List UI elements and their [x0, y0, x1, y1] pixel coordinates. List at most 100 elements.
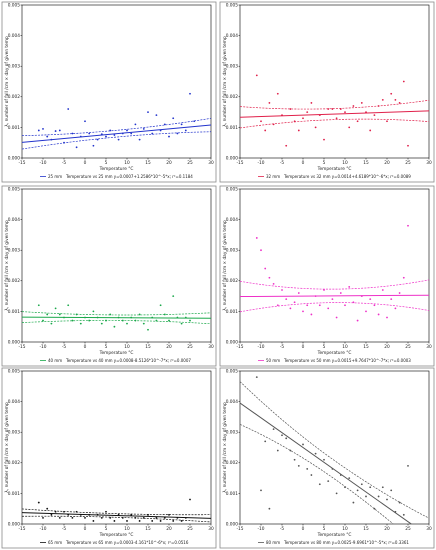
x-tick-label: -15 — [236, 526, 243, 532]
y-tick-label: 0.005 — [226, 2, 239, 8]
data-point — [381, 98, 384, 101]
data-point — [318, 483, 321, 486]
x-tick-label: 0 — [84, 160, 87, 166]
data-point — [394, 307, 397, 310]
data-point — [339, 108, 342, 110]
data-point — [147, 513, 149, 516]
x-axis-title: Temperature °C — [317, 166, 352, 172]
data-point — [92, 310, 95, 313]
x-tick-label: -5 — [280, 344, 285, 350]
data-point — [335, 117, 338, 120]
data-point — [293, 301, 296, 304]
data-point — [100, 133, 103, 136]
data-point — [352, 301, 355, 304]
data-point — [79, 513, 82, 516]
data-point — [310, 474, 313, 476]
data-point — [339, 474, 342, 476]
x-tick-label: 5 — [105, 160, 108, 166]
data-point — [335, 492, 338, 495]
x-tick-label: -5 — [62, 160, 67, 166]
data-point — [138, 520, 141, 522]
data-point — [293, 458, 296, 461]
x-tick-label: 0 — [84, 526, 87, 532]
plot-content — [240, 224, 429, 322]
regression-line — [240, 294, 429, 298]
data-point — [84, 516, 86, 519]
data-point — [297, 292, 300, 294]
x-tick-label: 10 — [342, 160, 348, 166]
legend-series-label: 25 mm — [48, 174, 62, 179]
data-point — [293, 120, 296, 123]
x-tick-label: 25 — [187, 526, 193, 532]
data-point — [407, 224, 409, 227]
y-tick-label: 0.000 — [226, 521, 239, 527]
y-tick-label: 0.003 — [8, 248, 21, 254]
y-tick-label: 0.002 — [8, 278, 21, 284]
data-point — [386, 120, 388, 123]
data-point — [352, 501, 355, 504]
data-point — [151, 132, 154, 135]
data-point — [272, 282, 275, 285]
data-point — [318, 114, 321, 117]
data-point — [356, 120, 359, 123]
data-point — [172, 117, 175, 120]
data-point — [155, 516, 158, 519]
data-point — [130, 513, 133, 516]
x-tick-label: 10 — [342, 344, 348, 350]
data-point — [130, 132, 133, 135]
x-tick-label: -15 — [18, 344, 25, 350]
x-tick-label: 30 — [208, 344, 214, 350]
data-point — [360, 483, 363, 486]
y-tick-label: 0.004 — [8, 33, 21, 39]
data-point — [314, 126, 317, 129]
data-point — [67, 108, 70, 110]
data-point — [394, 98, 397, 101]
data-point — [46, 313, 49, 316]
x-tick-label: 20 — [384, 526, 390, 532]
plot-area — [21, 4, 212, 159]
data-point — [105, 135, 107, 138]
x-tick-label: 30 — [426, 344, 432, 350]
x-tick-label: 5 — [105, 526, 108, 532]
y-tick-label: 0.005 — [226, 368, 239, 374]
data-point — [285, 298, 288, 301]
confidence-band-upper — [240, 99, 429, 110]
data-point — [79, 135, 82, 138]
data-point — [46, 135, 49, 138]
data-point — [168, 135, 170, 138]
data-point — [121, 132, 124, 135]
legend-equation: Temperature vs 50 mm y=0.0015+9.7647*10^… — [283, 358, 411, 363]
y-tick-label: 0.000 — [226, 155, 239, 161]
data-point — [172, 295, 175, 297]
regression-line — [240, 110, 429, 118]
x-tick-label: 0 — [302, 160, 305, 166]
legend-series-label: 32 mm — [266, 174, 280, 179]
data-point — [37, 129, 40, 132]
regression-line — [240, 402, 413, 524]
y-tick-label: 0.004 — [8, 217, 21, 223]
data-point — [285, 437, 288, 440]
data-point — [398, 292, 401, 294]
legend-equation: Temperature vs 25 mm y=0.0007+1.2586*10^… — [65, 174, 193, 179]
data-point — [138, 313, 141, 316]
data-point — [58, 516, 61, 519]
data-point — [390, 489, 393, 492]
legend-equation: Temperature vs 32 mm y=0.0014+4.6189*10^… — [283, 174, 411, 179]
confidence-band-lower — [240, 118, 429, 129]
data-point — [126, 129, 128, 132]
data-point — [71, 516, 74, 519]
data-point — [142, 322, 145, 325]
data-point — [105, 319, 107, 322]
data-point — [176, 516, 179, 519]
x-tick-label: 30 — [208, 160, 214, 166]
data-point — [272, 428, 275, 431]
data-point — [67, 513, 70, 516]
data-point — [314, 295, 317, 297]
data-point — [381, 486, 384, 489]
data-point — [117, 513, 120, 516]
data-point — [360, 102, 363, 104]
x-axis-title: Temperature °C — [99, 166, 134, 172]
x-tick-label: 20 — [384, 344, 390, 350]
x-tick-label: 20 — [166, 344, 172, 350]
chart-panel-80-mm: 0.000 0.001 0.002 0.003 0.004 0.005 -15 -10 -5 0 5… — [219, 367, 435, 549]
